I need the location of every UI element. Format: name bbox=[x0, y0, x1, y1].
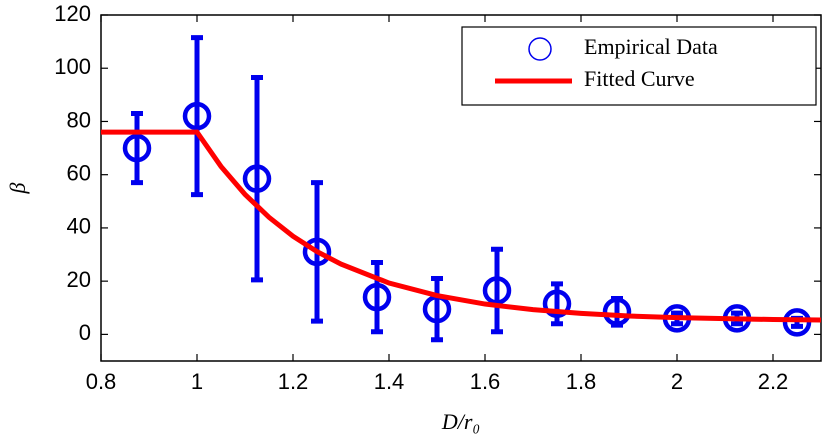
legend-box bbox=[461, 26, 817, 106]
y-tick-label: 40 bbox=[67, 214, 91, 239]
data-point bbox=[542, 289, 572, 319]
x-axis-label: D/r₀ bbox=[441, 409, 480, 434]
y-tick-label: 20 bbox=[67, 267, 91, 292]
legend-marker bbox=[528, 37, 552, 61]
x-tick-label: 1 bbox=[191, 369, 203, 394]
x-tick-label: 1.4 bbox=[374, 369, 405, 394]
legend-label: Fitted Curve bbox=[584, 66, 695, 91]
data-point bbox=[782, 308, 812, 337]
x-tick-label: 2.2 bbox=[758, 369, 789, 394]
y-tick-label: 100 bbox=[54, 54, 91, 79]
x-tick-label: 0.8 bbox=[86, 369, 117, 394]
x-tick-label: 1.2 bbox=[278, 369, 309, 394]
data-point bbox=[242, 164, 272, 193]
y-tick-label: 80 bbox=[67, 107, 91, 132]
data-point bbox=[482, 276, 512, 305]
error-bar bbox=[491, 246, 503, 335]
legend-label: Empirical Data bbox=[584, 34, 718, 59]
data-point bbox=[302, 237, 332, 267]
y-tick-label: 0 bbox=[79, 320, 91, 345]
data-point bbox=[182, 101, 212, 131]
y-tick-label: 120 bbox=[54, 1, 91, 26]
y-tick-label: 60 bbox=[67, 161, 91, 186]
data-point bbox=[122, 133, 152, 163]
error-bar bbox=[371, 260, 383, 335]
data-point bbox=[362, 282, 392, 312]
x-tick-label: 1.8 bbox=[566, 369, 597, 394]
x-tick-label: 2 bbox=[671, 369, 683, 394]
x-tick-label: 1.6 bbox=[470, 369, 501, 394]
fitted-line bbox=[101, 129, 822, 323]
data-point bbox=[602, 297, 632, 327]
error-bar bbox=[251, 75, 263, 283]
y-axis-label: β bbox=[5, 182, 30, 194]
error-bar bbox=[431, 275, 443, 343]
error-bar bbox=[191, 35, 203, 198]
error-bar bbox=[131, 110, 143, 186]
